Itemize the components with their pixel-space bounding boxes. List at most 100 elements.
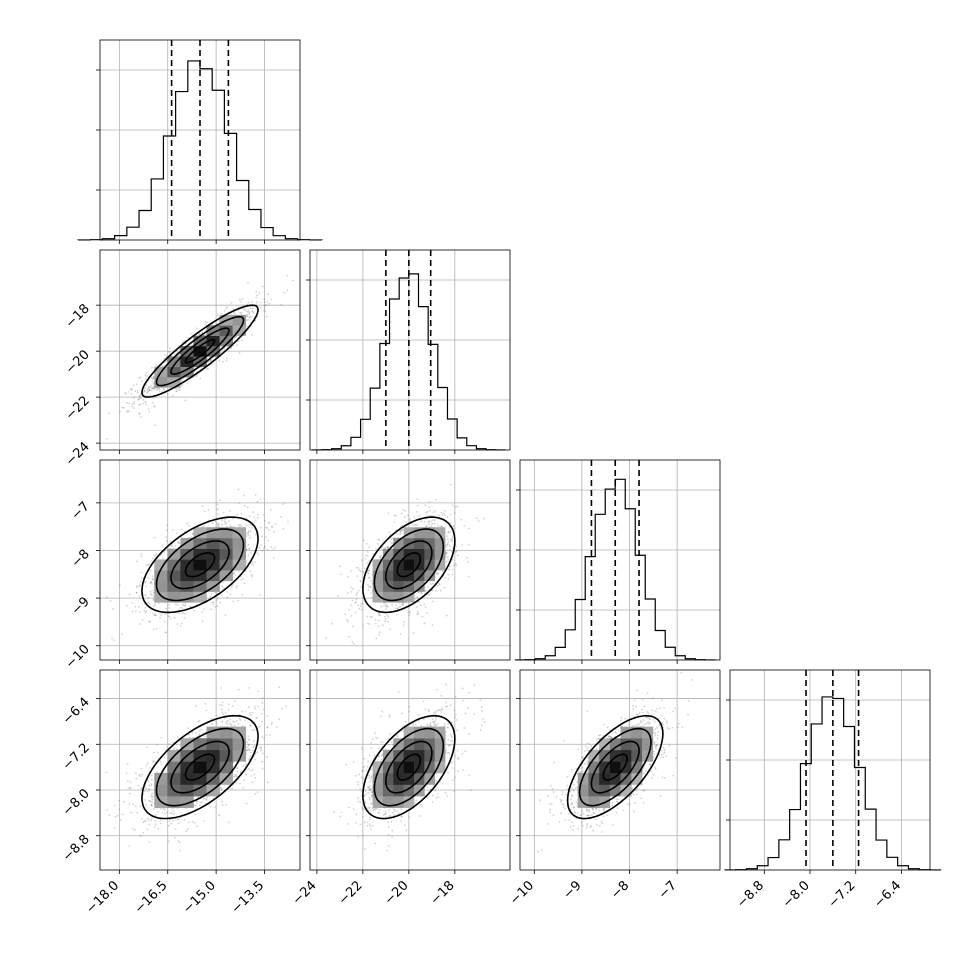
panel-3-0-point [170,822,173,825]
panel-2-0-density-cell [219,548,233,560]
panel-2-1-point [375,622,377,625]
panel-2-0-point [203,608,206,611]
panel-2-0-point [250,529,252,532]
panel-2-0-point [140,571,143,574]
panel-2-0-point [215,599,218,601]
panel-1-0-point [138,398,140,401]
panel-2-1-point [428,509,431,512]
panel-2-0-point [152,605,155,608]
panel-2-0-point [273,530,276,533]
panel-1-0-point [237,340,240,343]
panel-3-0-point [154,761,157,763]
panel-2-0-point [204,510,206,513]
panel-2-1-density-cell [382,580,394,592]
panel-1-0-point [133,401,136,403]
panel-2-0-density-cell [154,591,168,603]
panel-2-1-point [389,628,391,631]
panel-3-0-point [159,822,162,825]
panel-0-0-frame [99,39,301,241]
panel-1-0-point [179,389,181,391]
panel-2-1-point [451,568,454,571]
panel-2-1-point [378,539,381,541]
panel-2-1-point [417,591,420,594]
panel-2-0-point [282,503,285,505]
panel-2-0-point [214,605,217,608]
panel-1-0-point [191,332,193,335]
panel-2-1-point [350,590,353,593]
panel-2-1-point [409,520,411,522]
panel-3-0-point [174,828,177,830]
panel-2-1-point [396,533,398,535]
panel-2-1-point [447,573,450,576]
panel-2-0-point [186,522,189,525]
panel-1-0-point [151,387,154,389]
panel-2-0-point [254,519,257,522]
panel-2-0-point [246,506,249,509]
panel-3-0-point [139,805,142,808]
panel-3-0-point [147,780,150,783]
panel-2-0-point [165,631,168,634]
panel-2-0-point [214,591,216,594]
panel-2-1-point [360,585,363,588]
panel-2-1-point [439,589,442,592]
panel-2-1-density-cell [414,537,425,549]
panel-2-1-point [456,554,459,557]
panel-1-0-point [205,367,208,370]
panel-2-0-point [228,520,230,522]
panel-2-1-point [446,516,449,518]
panel-2-1-point [483,517,485,520]
panel-1-0-point [286,274,289,277]
panel-1-0-point [232,308,235,310]
panel-2-0-point [240,512,243,515]
panel-2-0-point [147,596,150,599]
panel-3-0-point [205,798,208,801]
panel-3-0-point [249,724,252,727]
panel-1-0-point [149,386,152,389]
panel-2-1-point [395,604,397,606]
panel-1-0-point [169,347,171,350]
panel-1-0-point [233,311,236,314]
panel-2-0-point [152,598,155,600]
panel-2-1-point [359,580,362,582]
panel-1-0-point [207,361,209,364]
panel-2-1-point [443,514,446,517]
panel-1-0-point [222,360,224,363]
panel-2-1-point [355,598,358,601]
panel-1-0-point [130,387,133,390]
panel-1-0-point [251,310,254,312]
panel-1-0-point [153,405,156,408]
panel-2-1-point [403,621,406,623]
panel-2-1-point [354,611,357,614]
panel-2-0-point [256,517,259,519]
panel-1-0-point [199,377,202,380]
panel-2-1-point [377,612,380,615]
panel-2-0-point [214,520,217,523]
panel-2-0-point [182,612,185,614]
panel-2-1-point [363,539,365,542]
panel-3-0-point [157,811,160,813]
panel-2-1-point [424,504,427,507]
panel-2-1-point [351,588,354,590]
panel-3-0-point [254,758,257,761]
panel-2-1-point [420,604,422,606]
panel-2-0-point [237,488,240,491]
panel-2-0-point [247,534,250,537]
panel-2-1-point [396,613,398,616]
panel-2-1-point [361,602,364,605]
panel-2-0-point [247,532,249,535]
panel-2-1-point [450,551,453,553]
panel-2-1-point [453,527,455,530]
panel-2-0-point [134,605,136,608]
panel-1-0-point [139,403,141,405]
panel-3-0-point [152,751,155,754]
panel-1-0-point [169,351,171,354]
panel-2-0-point [131,602,134,604]
panel-2-0-point [256,500,259,503]
panel-1-0-point [148,410,151,413]
panel-1-0-point [152,377,155,380]
panel-2-1-point [348,635,350,638]
panel-2-1-point [370,592,373,594]
panel-1-0-point [127,391,130,393]
panel-2-0-point [239,524,242,526]
panel-2-0-point [224,523,227,525]
